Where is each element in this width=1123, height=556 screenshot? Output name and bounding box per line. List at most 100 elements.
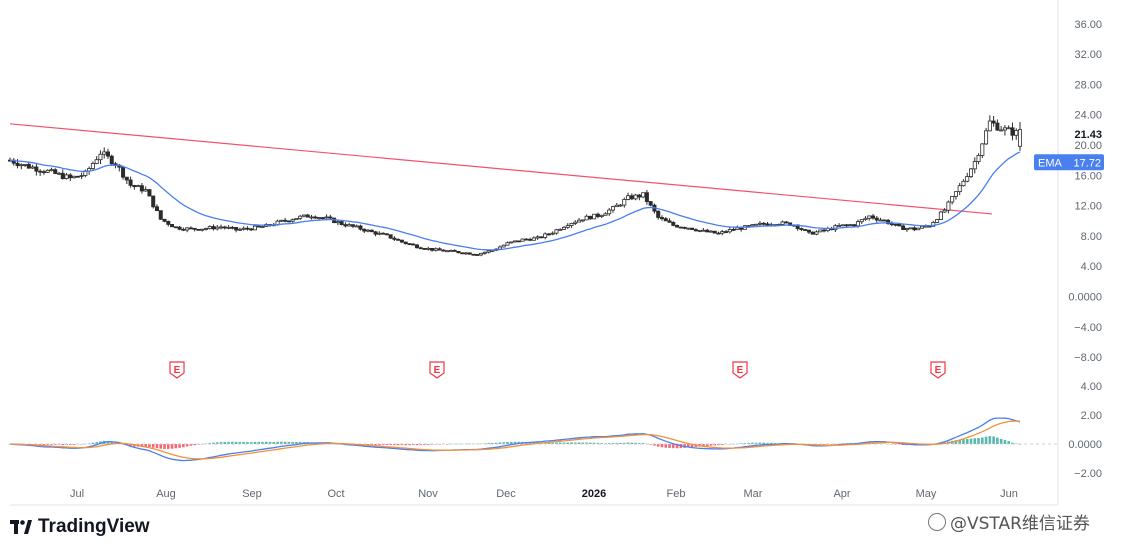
macd-hist-bar (208, 442, 212, 444)
candle-body (822, 229, 827, 232)
candle-body (479, 252, 484, 256)
candle-body (724, 231, 729, 233)
candle-body (946, 201, 951, 211)
candle-body (656, 210, 661, 218)
candle-body (15, 162, 20, 167)
candle-body (207, 226, 212, 229)
macd-hist-bar (502, 442, 505, 444)
macd-hist-bar (215, 442, 219, 444)
macd-hist-bar (61, 444, 65, 446)
price-tick-label: 12.00 (1074, 201, 1102, 213)
macd-hist-bar (592, 442, 596, 444)
macd-hist-bar (272, 441, 276, 444)
candle-body (641, 192, 646, 198)
candle-body (237, 228, 242, 231)
macd-hist-bar (389, 444, 392, 446)
price-tick-label: 4.00 (1081, 261, 1102, 273)
time-axis-label: Jun (1000, 488, 1018, 500)
candle-body (874, 217, 879, 221)
candle-body (222, 226, 227, 229)
candle-body (716, 232, 721, 235)
macd-hist-bar (396, 444, 400, 446)
axes-layer: 36.00 32.00 28.00 24.00 20.00 16.00 12.00 8.00 4… (10, 0, 1104, 506)
macd-hist-bar (690, 444, 694, 448)
candle-body (520, 238, 525, 242)
macd-hist-bar (366, 444, 370, 446)
candle-body (177, 226, 182, 230)
candle-body (844, 224, 849, 227)
candle-body (569, 222, 574, 226)
candle-body (701, 229, 706, 232)
candle-body (290, 219, 295, 222)
macd-hist-bar (622, 442, 626, 444)
macd-hist-bar (268, 441, 272, 444)
candle-body (445, 250, 450, 253)
candle-body (663, 218, 668, 222)
candle-body (30, 166, 35, 169)
macd-hist-bar (257, 441, 261, 444)
macd-tick-label: 4.00 (1081, 381, 1102, 393)
time-axis-label: Sep (242, 488, 262, 500)
candle-body (313, 216, 318, 219)
macd-hist-bar (988, 436, 992, 444)
candle-body (26, 164, 31, 169)
earnings-badge (429, 361, 445, 379)
candle-body (399, 239, 404, 243)
candles-layer (7, 115, 1023, 257)
candle-body (920, 225, 925, 229)
candle-body (991, 120, 996, 124)
macd-hist-bar (570, 442, 573, 444)
candle-body (731, 228, 736, 231)
candle-body (294, 217, 299, 221)
macd-hist-bar (641, 443, 645, 444)
earnings-letter: E (935, 365, 942, 376)
candle-body (60, 172, 65, 179)
candle-body (750, 224, 755, 227)
macd-hist-bar (773, 443, 777, 444)
macd-hist-bar (1007, 441, 1010, 444)
macd-hist-bar (769, 442, 773, 444)
macd-hist-bar (702, 444, 705, 447)
macd-hist-bar (607, 443, 611, 444)
macd-hist-bar (404, 444, 408, 446)
candle-body (362, 228, 367, 232)
candle-body (192, 227, 197, 230)
macd-hist-bar (551, 442, 554, 444)
macd-hist-bar (438, 444, 441, 445)
candle-body (211, 226, 216, 230)
macd-hist-bar (543, 442, 547, 444)
candle-body (170, 223, 175, 228)
macd-hist-bar (494, 442, 498, 444)
candle-body (976, 154, 981, 162)
macd-hist-bar (219, 442, 223, 444)
macd-hist-bar (298, 441, 302, 444)
ema-badge (1034, 154, 1104, 171)
macd-hist-bar (883, 443, 886, 444)
macd-hist-bar (178, 444, 181, 448)
candle-body (196, 228, 201, 231)
time-axis-label: Feb (667, 488, 686, 500)
earnings-letter: E (737, 365, 744, 376)
macd-hist-bar (973, 438, 977, 444)
macd-hist-bar (166, 444, 170, 449)
candle-body (603, 213, 608, 216)
macd-hist-bar (238, 441, 242, 444)
macd-hist-bar (374, 444, 377, 446)
macd-hist-bar (747, 442, 750, 444)
candle-body (403, 241, 408, 245)
macd-hist-bar (596, 442, 600, 444)
candle-body (682, 226, 687, 229)
candle-body (595, 213, 600, 217)
price-tick-label: −4.00 (1074, 322, 1102, 334)
candle-body (580, 219, 585, 222)
macd-hist-bar (415, 444, 419, 446)
candle-body (143, 189, 148, 192)
candle-body (45, 170, 50, 173)
candle-body (75, 175, 80, 178)
trendline (9, 123, 993, 215)
candle-body (426, 247, 431, 250)
candle-body (633, 194, 638, 200)
macd-hist-bar (491, 442, 494, 444)
macd-tick-label: 0.0000 (1068, 439, 1102, 451)
macd-hist-bar (965, 439, 969, 444)
